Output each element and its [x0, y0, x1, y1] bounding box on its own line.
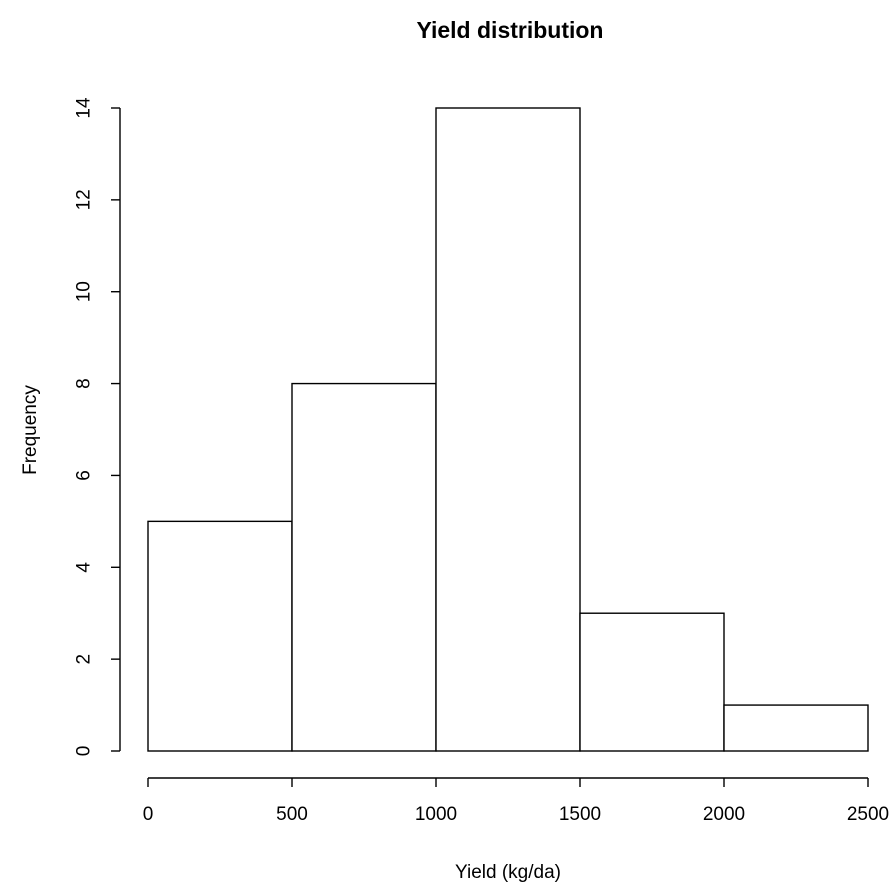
y-tick-label: 8: [74, 378, 95, 389]
y-axis-label: Frequency: [20, 385, 41, 475]
histogram-bar-3: [579, 612, 725, 752]
histogram-bar-0: [147, 520, 293, 752]
y-axis: 0 2 4 6 8 10 12 14: [74, 97, 121, 756]
chart-title: Yield distribution: [417, 17, 604, 43]
y-tick-label: 0: [74, 746, 95, 757]
y-tick-label: 12: [74, 189, 95, 210]
histogram-bar-1: [291, 382, 437, 752]
y-tick-label: 10: [74, 281, 95, 302]
y-tick-label: 2: [74, 654, 95, 665]
x-tick-label: 1000: [415, 804, 457, 825]
x-tick-label: 500: [276, 804, 308, 825]
y-tick-label: 6: [74, 470, 95, 481]
y-tick-label: 14: [74, 97, 95, 119]
histogram-bar-2: [435, 107, 581, 752]
x-tick-label: 1500: [559, 804, 601, 825]
x-axis-label: Yield (kg/da): [455, 862, 561, 883]
x-tick-label: 2500: [847, 804, 889, 825]
x-tick-label: 2000: [703, 804, 745, 825]
y-tick-label: 4: [74, 562, 95, 573]
histogram-bar-4: [723, 704, 869, 752]
x-axis: 0 500 1000 1500 2000 2500: [143, 777, 889, 825]
histogram-bars: [147, 107, 869, 752]
x-tick-label: 0: [143, 804, 154, 825]
